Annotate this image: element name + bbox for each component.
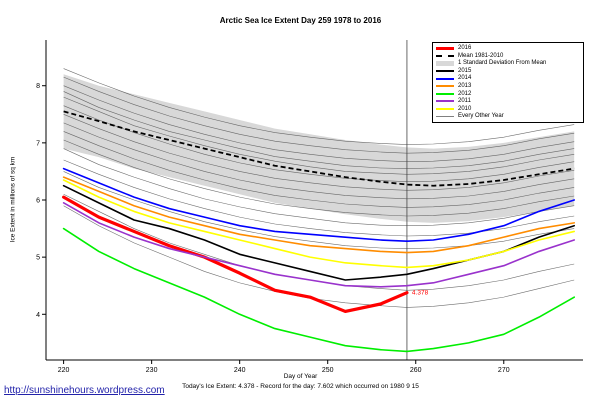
legend-row-5: 2013 xyxy=(436,83,580,90)
legend-label: 2013 xyxy=(458,82,472,89)
background-year-line-11 xyxy=(63,159,575,237)
legend-row-7: 2011 xyxy=(436,98,580,105)
legend-swatch-icon xyxy=(436,60,454,66)
legend-swatch-icon xyxy=(436,46,454,50)
series-2014 xyxy=(62,167,575,242)
legend-label: 1 Standard Deviation From Mean xyxy=(458,60,547,67)
x-tick-label: 250 xyxy=(322,367,334,374)
legend-label: 2016 xyxy=(458,45,472,51)
background-year-line-1 xyxy=(63,76,575,154)
legend-swatch-icon xyxy=(436,54,454,57)
legend-label: 2010 xyxy=(458,105,472,112)
background-year-line-2 xyxy=(63,85,575,163)
x-tick-label: 270 xyxy=(498,367,510,374)
legend-row-8: 2010 xyxy=(436,106,580,113)
background-year-line-8 xyxy=(63,131,575,208)
legend-row-9: Every Other Year xyxy=(436,113,580,120)
legend-row-4: 2014 xyxy=(436,75,580,82)
background-year-line-4 xyxy=(63,96,575,175)
legend-label: 2014 xyxy=(458,75,472,82)
background-year-line-12 xyxy=(63,171,575,249)
legend-label: 2011 xyxy=(458,98,471,105)
legend-label: 2015 xyxy=(458,67,472,74)
legend-swatch-icon xyxy=(436,116,454,118)
y-tick-label: 6 xyxy=(36,198,40,205)
legend-row-1: Mean 1981-2010 xyxy=(436,53,580,60)
current-extent-annotation: 4.378 xyxy=(412,290,429,297)
legend-row-3: 2015 xyxy=(436,68,580,75)
legend-swatch-icon xyxy=(436,100,454,103)
background-year-line-14 xyxy=(63,205,575,308)
legend-row-6: 2012 xyxy=(436,91,580,98)
y-tick-label: 8 xyxy=(36,83,40,90)
series-2010 xyxy=(62,179,575,269)
mean-line xyxy=(63,110,575,187)
chart-legend: 2016 Mean 1981-2010 1 Standard Deviation F… xyxy=(432,42,584,123)
series-2016 xyxy=(62,195,409,314)
series-2011 xyxy=(62,202,575,288)
series-2012 xyxy=(62,227,575,353)
legend-row-0: 2016 xyxy=(436,45,580,52)
legend-swatch-icon xyxy=(436,92,454,95)
x-axis-label: Day of Year xyxy=(283,373,318,380)
background-year-line-6 xyxy=(63,114,575,191)
x-tick-label: 240 xyxy=(234,367,246,374)
legend-row-2: 1 Standard Deviation From Mean xyxy=(436,60,580,67)
y-tick-label: 4 xyxy=(36,312,40,319)
chart-title: Arctic Sea Ice Extent Day 259 1978 to 20… xyxy=(219,16,382,25)
background-year-line-7 xyxy=(63,122,575,200)
x-tick-label: 220 xyxy=(58,367,70,374)
site-url-link[interactable]: http://sunshinehours.wordpress.com xyxy=(4,385,165,396)
series-2013 xyxy=(62,176,575,254)
std-dev-band xyxy=(63,74,575,223)
background-year-line-3 xyxy=(63,91,575,169)
background-year-line-0 xyxy=(63,68,575,145)
background-year-line-9 xyxy=(63,139,575,217)
x-tick-label: 260 xyxy=(410,367,422,374)
legend-label: Mean 1981-2010 xyxy=(458,52,504,59)
legend-swatch-icon xyxy=(436,77,454,80)
legend-label: 2012 xyxy=(458,90,472,97)
footer-summary: Today's Ice Extent: 4.378 - Record for t… xyxy=(182,383,419,390)
background-year-line-5 xyxy=(63,105,575,183)
x-tick-label: 230 xyxy=(146,367,158,374)
y-tick-label: 5 xyxy=(36,255,40,262)
y-tick-label: 7 xyxy=(36,140,40,147)
legend-swatch-icon xyxy=(436,70,454,73)
legend-swatch-icon xyxy=(436,85,454,88)
legend-label: Every Other Year xyxy=(458,113,504,120)
legend-swatch-icon xyxy=(436,108,454,111)
background-year-line-10 xyxy=(63,148,575,227)
